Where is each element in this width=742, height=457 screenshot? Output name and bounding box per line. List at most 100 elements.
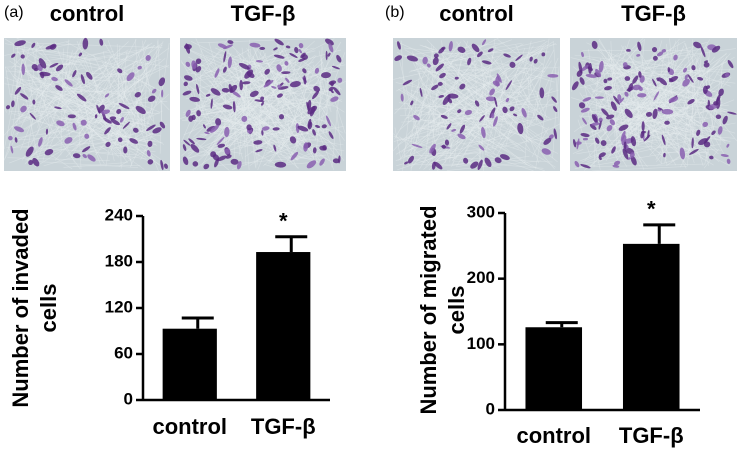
cell <box>123 146 128 154</box>
micrograph-texture <box>696 109 715 147</box>
cell <box>210 98 213 109</box>
cell <box>611 146 616 154</box>
cell <box>640 130 645 139</box>
micrograph-texture <box>402 88 503 154</box>
cell <box>613 160 621 166</box>
micrograph-texture <box>204 119 307 130</box>
micrograph-texture <box>77 59 115 108</box>
micrograph-texture <box>318 50 332 113</box>
micrograph-texture <box>415 109 487 126</box>
cell <box>457 46 466 53</box>
micrograph-texture <box>93 54 102 71</box>
micrograph <box>570 37 738 172</box>
cell <box>324 38 334 46</box>
micrograph-texture <box>591 40 686 93</box>
cell <box>607 77 613 81</box>
cell <box>28 159 34 166</box>
y-axis-label: Number of invaded <box>8 208 33 407</box>
cell <box>529 56 533 62</box>
panel-label: (b) <box>385 4 405 21</box>
micrograph-texture <box>626 139 648 168</box>
cell <box>86 71 93 80</box>
cell <box>724 72 730 78</box>
micrograph-texture <box>613 39 630 87</box>
micrograph <box>3 37 170 171</box>
cell <box>664 120 670 125</box>
cell <box>579 77 585 85</box>
cell <box>51 76 58 82</box>
micrograph-texture <box>512 123 561 149</box>
cell <box>485 96 496 102</box>
micrograph-texture <box>476 99 548 130</box>
cell <box>630 136 637 147</box>
cell <box>637 41 642 52</box>
cell <box>5 105 11 110</box>
cell <box>543 137 552 145</box>
cell <box>716 94 721 102</box>
cell <box>591 40 598 49</box>
cell <box>223 51 227 63</box>
cell <box>479 115 485 122</box>
cell <box>489 88 495 96</box>
cell <box>463 157 469 164</box>
micrograph-texture <box>583 68 735 75</box>
micrograph-texture <box>312 64 324 95</box>
cell <box>517 122 524 135</box>
image-label: control <box>50 1 125 26</box>
micrograph-texture <box>142 82 170 111</box>
micrograph-texture <box>268 64 345 113</box>
micrograph-texture <box>233 108 337 158</box>
micrograph-texture <box>617 103 698 145</box>
micrograph-texture <box>553 41 560 129</box>
micrograph-texture <box>398 88 471 131</box>
micrograph-texture <box>27 87 39 152</box>
cell <box>571 81 579 91</box>
cell <box>687 74 694 83</box>
cell <box>297 125 309 132</box>
cell <box>338 155 341 164</box>
micrograph-texture <box>20 41 36 109</box>
cell <box>229 84 238 93</box>
cell <box>397 41 401 50</box>
micrograph-texture <box>322 106 329 134</box>
micrograph-texture <box>29 44 84 89</box>
cell <box>698 138 708 146</box>
cell <box>332 158 340 164</box>
cell <box>242 81 251 85</box>
micrograph-texture <box>665 72 700 94</box>
cell <box>84 133 90 139</box>
cell <box>32 99 36 105</box>
micrograph-texture <box>25 42 163 153</box>
significance-marker: * <box>647 197 656 222</box>
cell <box>717 126 723 135</box>
cell <box>72 153 81 159</box>
cell <box>573 139 577 148</box>
micrograph-texture <box>97 85 130 106</box>
micrograph-texture <box>38 112 148 147</box>
cell <box>454 76 459 80</box>
cell <box>610 101 617 111</box>
cell <box>137 65 142 70</box>
cell <box>492 80 500 87</box>
cell <box>147 159 154 165</box>
cell <box>413 114 420 121</box>
cell <box>21 63 25 76</box>
micrograph-texture <box>60 49 110 66</box>
cell <box>652 78 657 87</box>
micrograph-texture <box>535 72 553 170</box>
cell <box>188 138 195 145</box>
cell <box>151 88 157 94</box>
micrograph-texture <box>295 88 341 128</box>
cell <box>321 124 327 129</box>
cell <box>224 148 231 155</box>
micrograph-texture <box>22 44 44 62</box>
micrograph-texture <box>656 57 700 135</box>
micrograph-texture <box>45 77 81 156</box>
cell <box>718 88 724 96</box>
cell <box>482 39 487 46</box>
cell <box>439 72 446 79</box>
micrograph-texture <box>265 68 310 73</box>
image-label: TGF-β <box>231 1 296 26</box>
y-tick-label: 180 <box>105 251 133 270</box>
cell <box>574 160 580 168</box>
